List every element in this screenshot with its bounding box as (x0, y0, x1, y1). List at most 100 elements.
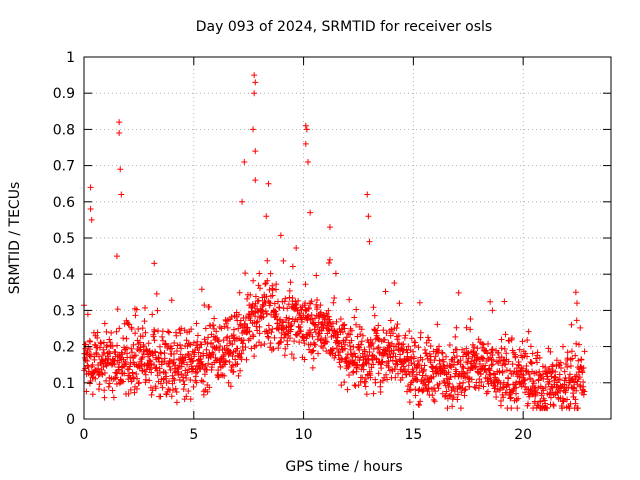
data-point (504, 381, 511, 388)
data-point (82, 365, 89, 372)
data-point (564, 349, 571, 356)
data-point (271, 300, 278, 307)
data-point (302, 300, 309, 307)
data-point (447, 373, 454, 380)
data-point (193, 320, 200, 327)
data-point (296, 339, 303, 346)
data-point (132, 352, 139, 359)
data-point (502, 331, 509, 338)
data-point (267, 340, 274, 347)
data-point (425, 334, 432, 341)
data-point (348, 337, 355, 344)
data-point (286, 315, 293, 322)
data-point (156, 369, 163, 376)
data-point (534, 389, 541, 396)
data-point (110, 394, 117, 401)
data-point (489, 307, 496, 314)
data-point (556, 371, 563, 378)
data-point (371, 312, 378, 319)
data-point (116, 325, 123, 332)
data-point (241, 158, 248, 165)
data-point (150, 333, 157, 340)
data-point (162, 369, 169, 376)
data-point (139, 354, 146, 361)
data-point (153, 364, 160, 371)
data-point (307, 329, 314, 336)
data-point (136, 339, 143, 346)
data-point (234, 361, 241, 368)
data-point (484, 350, 491, 357)
data-point (227, 349, 234, 356)
data-point (169, 386, 176, 393)
y-tick-label: 0.3 (53, 303, 75, 319)
data-point (93, 349, 100, 356)
data-point (312, 341, 319, 348)
data-point (326, 256, 333, 263)
data-point (397, 351, 404, 358)
data-point (512, 390, 519, 397)
data-point (528, 360, 535, 367)
data-point (325, 326, 332, 333)
data-point (178, 345, 185, 352)
data-point (410, 368, 417, 375)
data-point (120, 335, 127, 342)
data-point (419, 356, 426, 363)
data-point (151, 337, 158, 344)
data-point (365, 213, 372, 220)
data-point (525, 328, 532, 335)
data-point (159, 384, 166, 391)
data-point (297, 328, 304, 335)
data-point (84, 362, 91, 369)
data-point (434, 321, 441, 328)
data-point (246, 328, 253, 335)
data-point (357, 354, 364, 361)
data-point (286, 287, 293, 294)
data-point (183, 393, 190, 400)
data-point (132, 330, 139, 337)
data-point (522, 389, 529, 396)
data-point (163, 391, 170, 398)
data-point (435, 385, 442, 392)
plot-area-border (83, 56, 612, 420)
data-point (133, 370, 140, 377)
data-point (578, 356, 585, 363)
data-point (205, 360, 212, 367)
data-point (99, 358, 106, 365)
data-point (270, 345, 277, 352)
data-point (223, 342, 230, 349)
y-tick-label: 0 (66, 412, 75, 428)
data-point (377, 389, 384, 396)
data-point (106, 336, 113, 343)
data-point (168, 297, 175, 304)
data-point (201, 336, 208, 343)
data-point (193, 342, 200, 349)
data-point (392, 353, 399, 360)
data-point (116, 380, 123, 387)
data-point (255, 282, 262, 289)
data-point (522, 350, 529, 357)
data-point (168, 345, 175, 352)
data-point (580, 383, 587, 390)
data-point (475, 336, 482, 343)
data-point (341, 341, 348, 348)
data-point (250, 333, 257, 340)
data-point (148, 369, 155, 376)
data-point (431, 357, 438, 364)
data-point (252, 177, 259, 184)
data-point (432, 388, 439, 395)
data-point (198, 286, 205, 293)
data-point (256, 323, 263, 330)
data-point (557, 359, 564, 366)
data-point (288, 351, 295, 358)
data-point (338, 343, 345, 350)
data-point (338, 382, 345, 389)
data-point (302, 306, 309, 313)
data-point (366, 349, 373, 356)
data-point (135, 380, 142, 387)
data-point (576, 374, 583, 381)
data-point (344, 386, 351, 393)
data-point (433, 346, 440, 353)
data-point (496, 367, 503, 374)
data-point (141, 318, 148, 325)
data-point (293, 302, 300, 309)
